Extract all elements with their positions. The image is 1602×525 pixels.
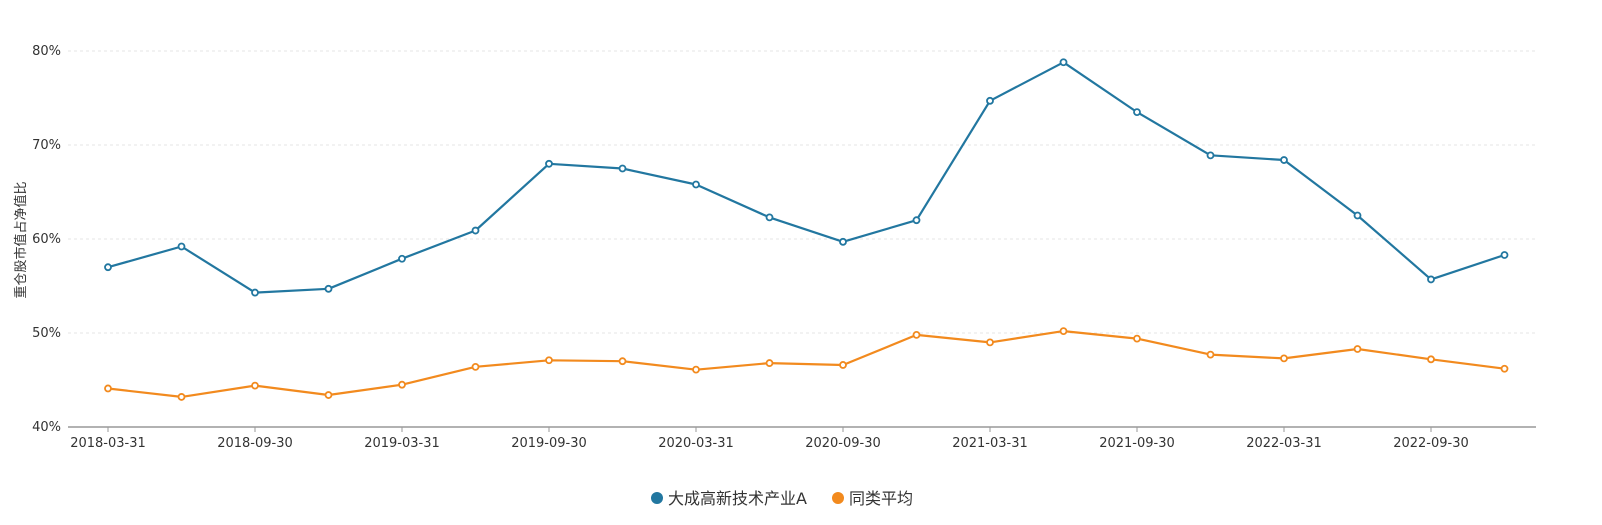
data-point[interactable] xyxy=(618,164,627,173)
data-point[interactable] xyxy=(545,356,553,365)
data-point[interactable] xyxy=(545,159,553,168)
data-point[interactable] xyxy=(1206,151,1215,160)
x-axis-ticks: 2018-03-31 2018-09-30 2019-03-31 2019-09-30… xyxy=(70,427,1469,451)
data-point[interactable] xyxy=(104,384,112,393)
y-tick-label: 70% xyxy=(32,138,61,153)
y-axis-title: 重仓股市值占净值比 xyxy=(13,181,29,298)
series-2 xyxy=(104,327,1509,401)
data-point[interactable] xyxy=(1059,327,1068,336)
y-tick-label: 60% xyxy=(32,232,61,247)
data-point[interactable] xyxy=(618,357,627,366)
data-point[interactable] xyxy=(1206,350,1215,359)
data-point[interactable] xyxy=(1427,355,1435,364)
x-tick-label: 2020-09-30 xyxy=(805,436,881,451)
data-point[interactable] xyxy=(1500,251,1509,259)
legend-label: 大成高新技术产业A xyxy=(668,489,807,508)
data-point[interactable] xyxy=(1133,334,1141,343)
x-tick-label: 2020-03-31 xyxy=(658,436,734,451)
data-point[interactable] xyxy=(765,213,774,222)
data-point[interactable] xyxy=(692,365,700,374)
series-line xyxy=(107,330,1505,398)
data-point[interactable] xyxy=(1427,275,1435,284)
data-point[interactable] xyxy=(1353,211,1362,220)
data-point[interactable] xyxy=(839,237,847,246)
y-axis-ticks: 40% 50% 60% 70% 80% xyxy=(32,44,61,435)
data-point[interactable] xyxy=(692,180,700,189)
x-tick-label: 2019-09-30 xyxy=(511,436,587,451)
data-point[interactable] xyxy=(398,254,406,263)
data-point[interactable] xyxy=(177,393,186,401)
x-tick-label: 2018-09-30 xyxy=(217,436,293,451)
legend-item-2[interactable]: 同类平均 xyxy=(832,489,913,508)
data-point[interactable] xyxy=(398,380,406,389)
data-point[interactable] xyxy=(986,96,994,105)
legend-item-1[interactable]: 大成高新技术产业A xyxy=(651,489,807,508)
data-point[interactable] xyxy=(251,381,259,390)
data-point[interactable] xyxy=(471,226,480,235)
x-tick-label: 2022-03-31 xyxy=(1246,436,1322,451)
data-point[interactable] xyxy=(912,330,921,339)
x-tick-label: 2019-03-31 xyxy=(364,436,440,451)
data-point[interactable] xyxy=(839,361,847,369)
data-point[interactable] xyxy=(912,216,921,225)
data-point[interactable] xyxy=(324,284,333,293)
legend[interactable]: 大成高新技术产业A 同类平均 xyxy=(651,489,913,508)
data-point[interactable] xyxy=(251,288,259,297)
x-tick-label: 2022-09-30 xyxy=(1393,436,1469,451)
series-layer xyxy=(104,58,1509,401)
series-line xyxy=(107,61,1505,294)
data-point[interactable] xyxy=(1280,354,1288,363)
x-tick-label: 2021-09-30 xyxy=(1099,436,1175,451)
data-point[interactable] xyxy=(324,391,333,399)
data-point[interactable] xyxy=(1133,108,1141,116)
data-point[interactable] xyxy=(1059,58,1068,67)
data-point[interactable] xyxy=(765,359,774,367)
data-point[interactable] xyxy=(1280,156,1288,164)
data-point[interactable] xyxy=(986,338,994,347)
y-tick-label: 80% xyxy=(32,44,61,59)
data-point[interactable] xyxy=(1353,345,1362,353)
legend-label: 同类平均 xyxy=(849,489,913,508)
legend-marker xyxy=(651,492,663,504)
x-tick-label: 2018-03-31 xyxy=(70,436,146,451)
series-1 xyxy=(104,58,1509,297)
data-point[interactable] xyxy=(1500,364,1509,373)
x-tick-label: 2021-03-31 xyxy=(952,436,1028,451)
data-point[interactable] xyxy=(104,263,112,272)
data-point[interactable] xyxy=(177,242,186,251)
data-point[interactable] xyxy=(471,362,480,371)
legend-marker xyxy=(832,492,844,504)
y-tick-label: 50% xyxy=(32,326,61,341)
y-tick-label: 40% xyxy=(32,420,61,435)
grid-lines xyxy=(68,50,1536,334)
